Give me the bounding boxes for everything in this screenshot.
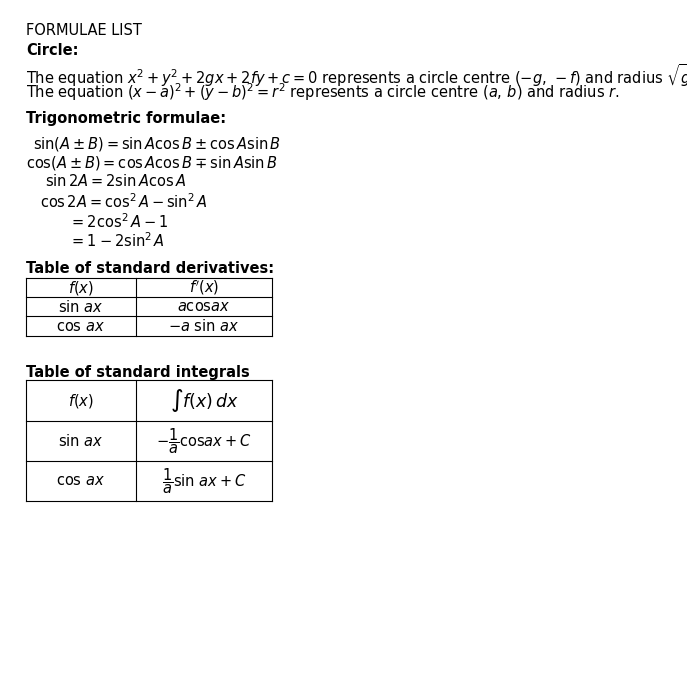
- Text: $\int f(x)\,dx$: $\int f(x)\,dx$: [170, 387, 238, 414]
- Text: $=2\cos^2 A-1$: $=2\cos^2 A-1$: [69, 212, 168, 230]
- Text: Table of standard derivatives:: Table of standard derivatives:: [26, 261, 274, 277]
- Text: $-\dfrac{1}{a}$cos$ax + C$: $-\dfrac{1}{a}$cos$ax + C$: [156, 427, 252, 455]
- Text: sin $ax$: sin $ax$: [58, 433, 104, 449]
- Text: $\cos(A\pm B)=\cos A\cos B\mp\sin A\sin B$: $\cos(A\pm B)=\cos A\cos B\mp\sin A\sin …: [26, 154, 278, 172]
- Text: $\cos 2A=\cos^2 A-\sin^2 A$: $\cos 2A=\cos^2 A-\sin^2 A$: [40, 193, 207, 211]
- Text: sin $ax$: sin $ax$: [58, 299, 104, 315]
- Text: Trigonometric formulae:: Trigonometric formulae:: [26, 111, 226, 127]
- Text: $f(x)$: $f(x)$: [68, 391, 94, 410]
- Text: $-a$ sin $ax$: $-a$ sin $ax$: [168, 318, 240, 334]
- Text: cos $ax$: cos $ax$: [56, 473, 106, 488]
- Text: $f(x)$: $f(x)$: [68, 279, 94, 297]
- Text: $=1-2\sin^2 A$: $=1-2\sin^2 A$: [69, 231, 165, 250]
- Text: Table of standard integrals: Table of standard integrals: [26, 365, 249, 380]
- Text: $\dfrac{1}{a}$sin $ax + C$: $\dfrac{1}{a}$sin $ax + C$: [162, 466, 247, 495]
- Text: $a$cos$ax$: $a$cos$ax$: [177, 299, 231, 314]
- Text: $\sin 2A=2\sin A\cos A$: $\sin 2A=2\sin A\cos A$: [45, 173, 187, 189]
- Text: Circle:: Circle:: [26, 43, 78, 58]
- Text: The equation $(x-a)^2 + (y-b)^2 = r^2$ represents a circle centre $(a,\,b)$ and : The equation $(x-a)^2 + (y-b)^2 = r^2$ r…: [26, 81, 620, 103]
- Text: cos $ax$: cos $ax$: [56, 319, 106, 334]
- Text: $f'(x)$: $f'(x)$: [189, 278, 219, 297]
- Text: FORMULAE LIST: FORMULAE LIST: [26, 23, 142, 39]
- Text: The equation $x^2 + y^2 + 2gx + 2fy + c = 0$ represents a circle centre $(-g,\,-: The equation $x^2 + y^2 + 2gx + 2fy + c …: [26, 62, 687, 89]
- Text: $\sin(A\pm B)=\sin A\cos B\pm\cos A\sin B$: $\sin(A\pm B)=\sin A\cos B\pm\cos A\sin …: [33, 135, 281, 153]
